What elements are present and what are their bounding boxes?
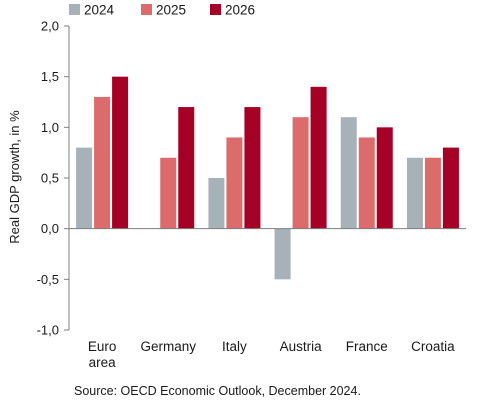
bar-2026-croatia [442, 147, 459, 229]
source-note: Source: OECD Economic Outlook, December … [74, 384, 361, 398]
bar-2026-germany [178, 107, 195, 229]
legend-label-2026: 2026 [225, 3, 255, 18]
bar-2025-euro-area [94, 96, 111, 229]
bar-2026-france [376, 127, 393, 229]
bar-2024-croatia [406, 157, 423, 229]
bar-2025-germany [160, 157, 177, 229]
bars [76, 76, 459, 280]
y-tick-label: 2,0 [41, 19, 59, 34]
bar-2024-euro-area [76, 147, 93, 229]
y-axis-label: Real GDP growth, in % [7, 110, 22, 244]
y-tick-label: -0,5 [37, 272, 59, 287]
legend-swatch-2024 [69, 4, 80, 15]
bar-2026-austria [310, 86, 327, 229]
y-tick-label: 1,5 [41, 69, 59, 84]
bar-2026-euro-area [112, 76, 129, 229]
bar-2024-italy [208, 178, 225, 229]
bar-2025-italy [226, 137, 243, 229]
category-label: France [346, 339, 388, 354]
category-label: Euro area [88, 339, 117, 370]
category-label: Austria [280, 339, 323, 354]
bar-2024-france [340, 117, 357, 229]
y-tick-label: 0,0 [41, 221, 59, 236]
category-labels: Euro area Germany Italy Austria France Croatia [88, 339, 455, 370]
legend: 2024 2025 2026 [69, 3, 255, 18]
bar-2025-austria [292, 117, 309, 229]
bar-2024-austria [274, 228, 291, 280]
legend-swatch-2026 [210, 4, 221, 15]
category-label: Germany [140, 339, 196, 354]
legend-label-2024: 2024 [84, 3, 115, 18]
category-label: Italy [222, 339, 247, 354]
y-axis-ticks: -1,0 -0,5 0,0 0,5 1,0 1,5 2,0 [37, 19, 69, 338]
bar-2026-italy [244, 107, 261, 229]
category-label: Croatia [411, 339, 455, 354]
y-tick-label: 0,5 [41, 171, 59, 186]
y-tick-label: -1,0 [37, 323, 59, 338]
y-tick-label: 1,0 [41, 120, 59, 135]
legend-swatch-2025 [141, 4, 152, 15]
bar-2025-france [358, 137, 375, 229]
bar-2025-croatia [424, 157, 441, 229]
legend-label-2025: 2025 [156, 3, 186, 18]
